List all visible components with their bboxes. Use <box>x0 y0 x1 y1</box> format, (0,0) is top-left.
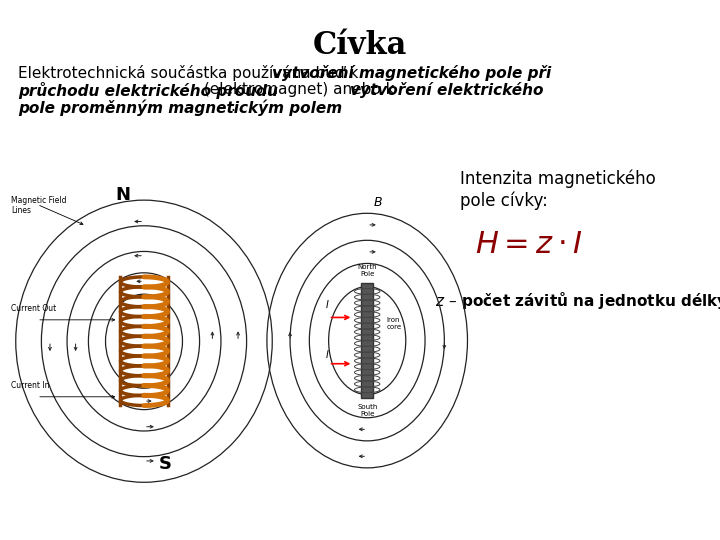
Bar <box>361 283 373 399</box>
Text: vytvoření elektrického: vytvoření elektrického <box>350 82 544 98</box>
Text: vytvoření magnetického pole při: vytvoření magnetického pole při <box>272 65 552 81</box>
Text: $\mathit{I}$: $\mathit{I}$ <box>325 298 329 310</box>
Text: $\mathit{H = z \cdot I}$: $\mathit{H = z \cdot I}$ <box>475 230 583 259</box>
Text: Iron
core: Iron core <box>387 317 402 330</box>
Text: Cívka: Cívka <box>312 30 408 61</box>
Text: Magnetic Field
Lines: Magnetic Field Lines <box>12 196 67 215</box>
Text: průchodu elektrického proudu: průchodu elektrického proudu <box>18 82 278 99</box>
Text: $\mathit{z}$ – počet závitů na jednotku délky: $\mathit{z}$ – počet závitů na jednotku … <box>435 290 720 311</box>
Text: $\mathit{B}$: $\mathit{B}$ <box>373 195 383 208</box>
Text: North
Pole: North Pole <box>357 264 377 277</box>
Text: $\mathit{I}$: $\mathit{I}$ <box>325 348 329 360</box>
Text: Current In: Current In <box>12 381 50 390</box>
Text: S: S <box>159 455 172 474</box>
Text: .: . <box>231 99 235 114</box>
Text: (elektromagnet) anebo k: (elektromagnet) anebo k <box>199 82 399 97</box>
Text: Intenzita magnetického
pole cívky:: Intenzita magnetického pole cívky: <box>460 170 656 210</box>
Text: Elektrotechnická součástka používána buď k: Elektrotechnická součástka používána buď… <box>18 65 364 81</box>
Text: N: N <box>115 186 130 204</box>
Text: pole proměnným magnetickým polem: pole proměnným magnetickým polem <box>18 99 342 116</box>
Text: South
Pole: South Pole <box>357 404 377 417</box>
Text: Current Out: Current Out <box>12 304 57 313</box>
